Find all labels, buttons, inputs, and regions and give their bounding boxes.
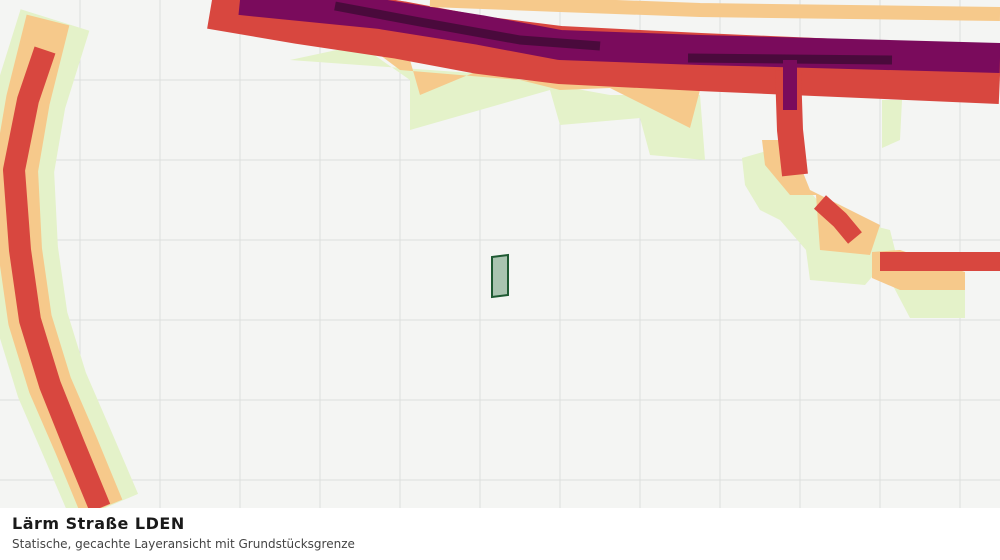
property-boundary (491, 253, 509, 299)
caption: Lärm Straße LDEN Statische, gecachte Lay… (0, 508, 1000, 560)
map (0, 0, 1000, 508)
map-title: Lärm Straße LDEN (12, 514, 185, 533)
noise-left-road (0, 9, 139, 508)
noise-branch (742, 60, 1000, 318)
map-subtitle: Statische, gecachte Layeransicht mit Gru… (12, 537, 355, 551)
noise-top-road (207, 0, 1000, 160)
